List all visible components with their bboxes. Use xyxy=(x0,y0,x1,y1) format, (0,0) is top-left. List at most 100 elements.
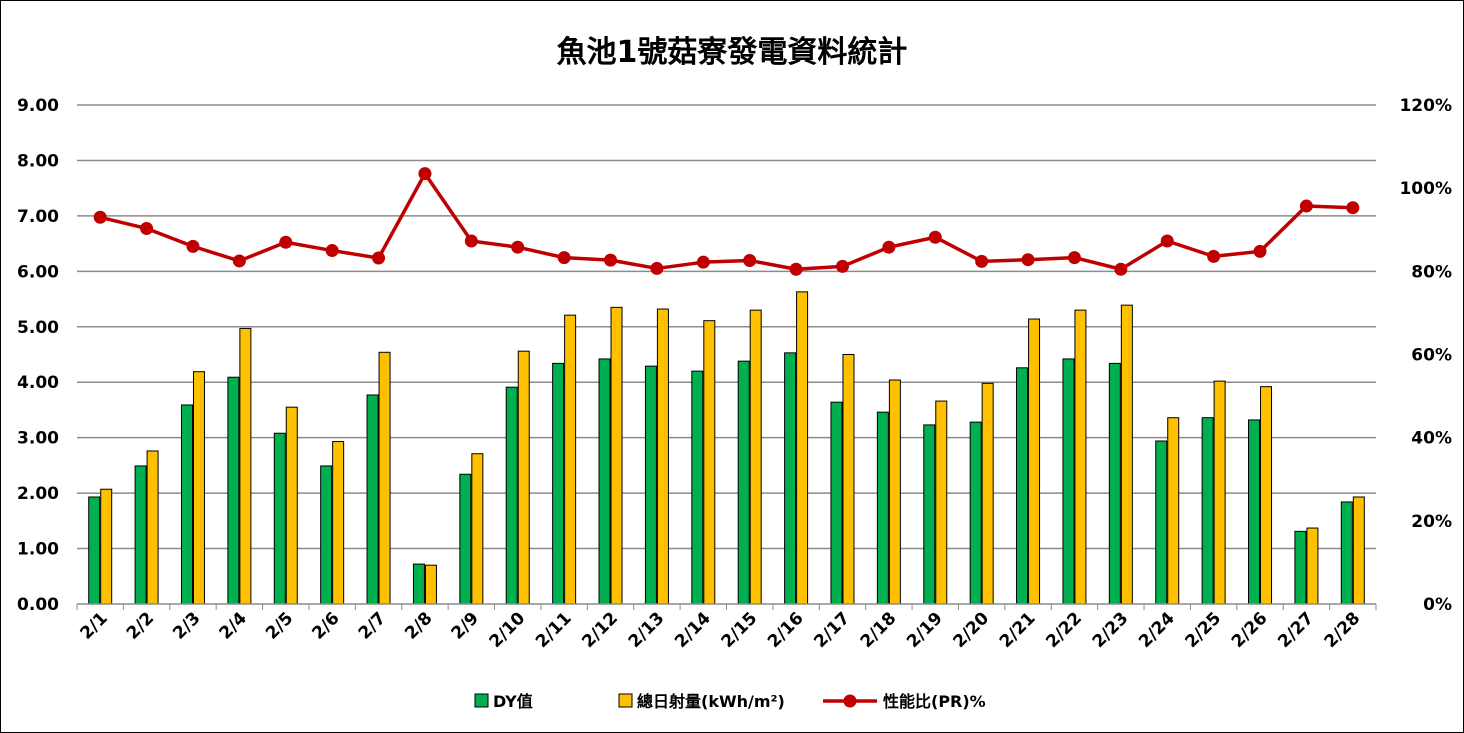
bar-irradiance xyxy=(100,488,113,605)
bar-irradiance xyxy=(1074,309,1087,605)
pr-point xyxy=(372,251,386,265)
pr-point xyxy=(604,253,618,267)
x-tick-label: 2/5 xyxy=(262,608,297,643)
bar-dy xyxy=(1108,362,1121,605)
bar-dy xyxy=(505,386,518,605)
x-tick-label: 2/7 xyxy=(355,608,390,643)
y-left-tick-label: 6.00 xyxy=(17,262,59,282)
pr-point xyxy=(1114,262,1128,276)
bar-irradiance xyxy=(517,350,530,605)
pr-point xyxy=(975,254,989,268)
x-tick-label: 2/3 xyxy=(169,608,204,643)
bar-dy xyxy=(598,358,611,605)
x-tick-label: 2/6 xyxy=(308,608,343,643)
chart-title: 魚池1號菇寮發電資料統計 xyxy=(557,35,908,70)
legend-label-irradiance: 總日射量(kWh/m²) xyxy=(637,692,785,711)
bar-dy xyxy=(923,424,936,605)
x-tick-label: 2/19 xyxy=(903,608,947,652)
y-right-tick-label: 80% xyxy=(1411,262,1452,282)
x-tick-label: 2/11 xyxy=(532,608,576,652)
bar-dy xyxy=(876,411,889,605)
bar-irradiance xyxy=(935,400,948,605)
bar-irradiance xyxy=(796,291,809,605)
x-tick-label: 2/1 xyxy=(76,608,111,643)
pr-point xyxy=(511,240,525,254)
bar-irradiance xyxy=(1260,386,1273,605)
bar-irradiance xyxy=(1213,380,1226,605)
bar-irradiance xyxy=(471,453,484,605)
y-left-tick-label: 7.00 xyxy=(17,207,59,227)
bar-dy xyxy=(412,563,425,605)
pr-line xyxy=(99,171,1353,272)
y-left-tick-label: 4.00 xyxy=(17,373,59,393)
x-tick-label: 2/21 xyxy=(996,608,1040,652)
bar-dy xyxy=(1016,367,1029,605)
bar-irradiance xyxy=(749,309,762,605)
pr-point xyxy=(93,210,107,224)
pr-point xyxy=(928,230,942,244)
bar-irradiance xyxy=(332,441,345,605)
pr-point xyxy=(743,254,757,268)
bar-dy xyxy=(227,376,240,605)
x-tick-label: 2/9 xyxy=(448,608,483,643)
bar-irradiance xyxy=(703,320,716,605)
bar-dy xyxy=(1155,440,1168,605)
legend-label-pr: 性能比(PR)% xyxy=(883,692,986,711)
pr-point xyxy=(882,240,896,254)
bar-irradiance xyxy=(1352,496,1365,605)
bar-irradiance xyxy=(656,308,669,605)
bar-irradiance xyxy=(842,354,855,605)
x-tick-label: 2/10 xyxy=(486,608,530,652)
bar-dy xyxy=(1201,417,1214,605)
pr-point xyxy=(1021,253,1035,267)
pr-point xyxy=(418,167,432,181)
y-left-tick-label: 2.00 xyxy=(17,484,59,504)
pr-point xyxy=(696,255,710,269)
y-left-tick-label: 8.00 xyxy=(17,151,59,171)
bar-dy xyxy=(366,394,379,605)
bar-irradiance xyxy=(564,314,577,605)
pr-point xyxy=(325,244,339,258)
bar-dy xyxy=(1340,501,1353,605)
y-right-tick-label: 120% xyxy=(1399,96,1452,116)
pr-point xyxy=(1067,251,1081,265)
bar-irradiance xyxy=(192,371,205,605)
bar-dy xyxy=(784,352,797,605)
x-tick-label: 2/8 xyxy=(401,608,436,643)
x-tick-label: 2/4 xyxy=(216,608,251,643)
x-tick-label: 2/14 xyxy=(671,608,715,652)
pr-point xyxy=(464,234,478,248)
pr-point xyxy=(1160,234,1174,248)
legend-swatch-irradiance xyxy=(618,693,633,708)
x-tick-label: 2/2 xyxy=(123,608,158,643)
x-tick-label: 2/25 xyxy=(1182,608,1226,652)
bar-irradiance xyxy=(981,382,994,605)
bars xyxy=(88,291,1365,605)
bar-irradiance xyxy=(1306,527,1319,605)
bar-dy xyxy=(320,465,333,605)
gridlines xyxy=(77,104,1376,550)
bar-dy xyxy=(1248,419,1261,605)
pr-line-layer xyxy=(93,167,1360,276)
x-tick-label: 2/20 xyxy=(950,608,994,652)
bar-dy xyxy=(644,365,657,605)
y-left-tick-label: 1.00 xyxy=(17,540,59,560)
bar-dy xyxy=(1294,530,1307,605)
bar-dy xyxy=(552,362,565,605)
y-right-tick-label: 40% xyxy=(1411,429,1452,449)
y-left-tick-label: 3.00 xyxy=(17,429,59,449)
x-tick-label: 2/24 xyxy=(1135,608,1179,652)
bar-irradiance xyxy=(1120,304,1133,605)
pr-point xyxy=(186,239,200,253)
pr-point xyxy=(1346,201,1360,215)
bar-dy xyxy=(691,370,704,605)
pr-point xyxy=(1253,244,1267,258)
axes xyxy=(76,603,1377,610)
legend-label-dy: DY值 xyxy=(493,692,533,711)
bar-irradiance xyxy=(378,351,391,605)
x-tick-label: 2/23 xyxy=(1089,608,1133,652)
bar-irradiance xyxy=(239,327,252,605)
legend: DY值 總日射量(kWh/m²) 性能比(PR)% xyxy=(474,692,986,711)
pr-point xyxy=(835,259,849,273)
